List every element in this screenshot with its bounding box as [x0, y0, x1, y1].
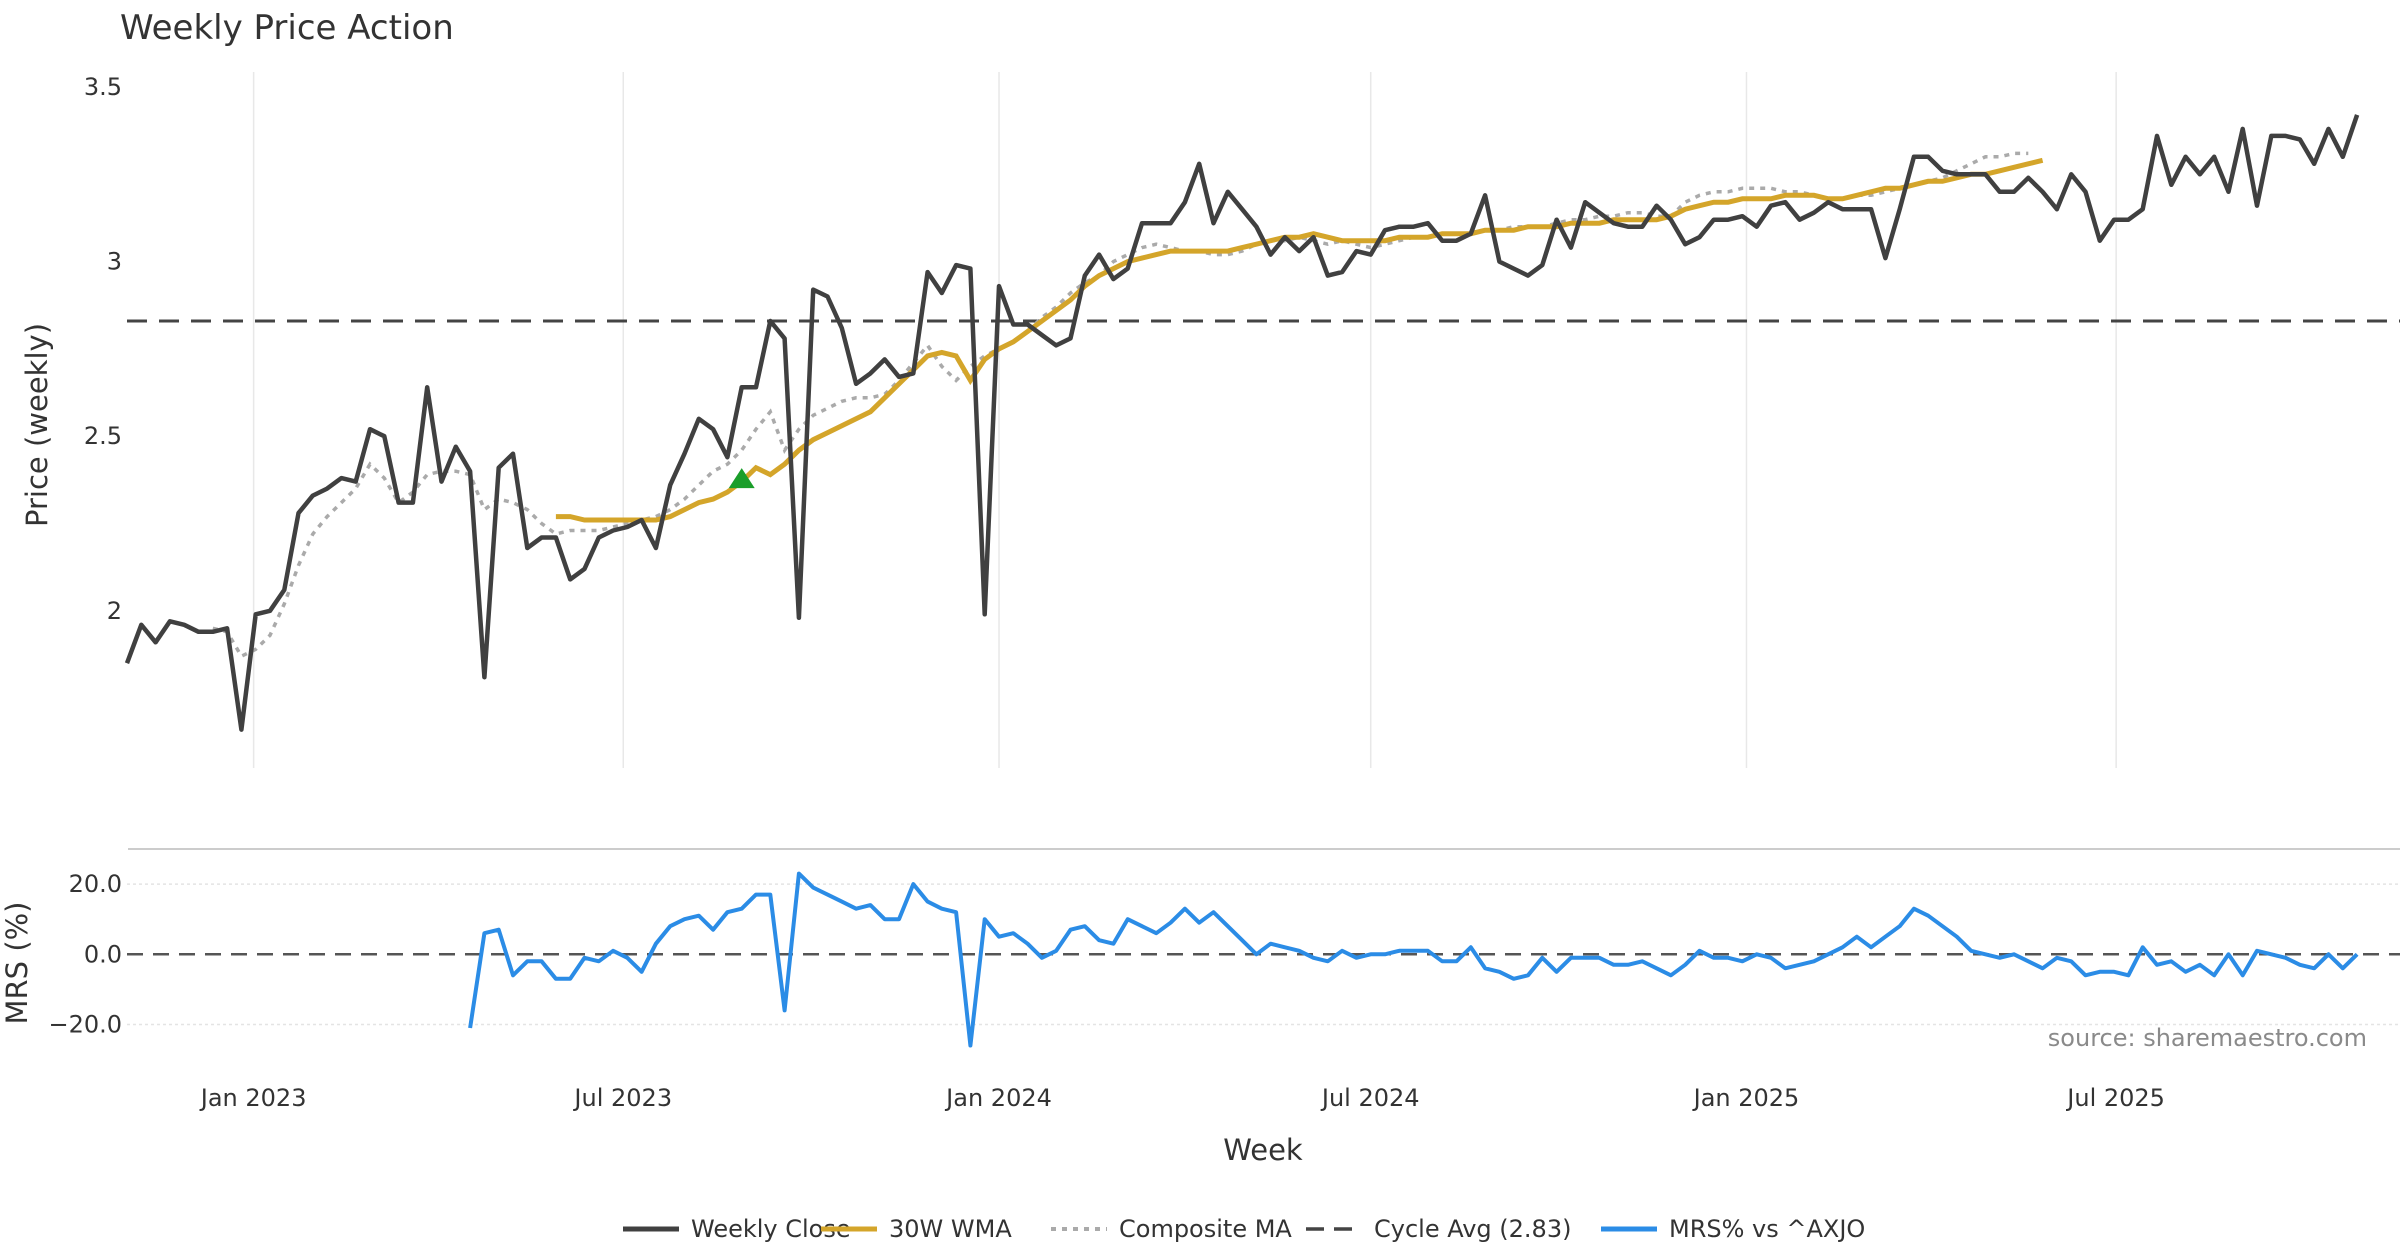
weekly-close-line [124, 114, 2360, 732]
lower-y-tick-labels: 20.0 0.0 −20.0 [48, 870, 122, 1038]
upper-y-axis-label: Price (weekly) [20, 323, 54, 527]
mrs-line [468, 871, 2359, 1048]
upper-vertical-grid [252, 72, 2117, 768]
upper-y-tick-label: 3 [107, 248, 122, 276]
x-tick-label: Jul 2024 [1320, 1084, 1420, 1112]
legend-item-wma: 30W WMA [821, 1215, 1012, 1243]
x-tick-label: Jan 2024 [944, 1084, 1052, 1112]
lower-y-tick-label: −20.0 [48, 1010, 122, 1038]
x-tick-labels: Jan 2023 Jul 2023 Jan 2024 Jul 2024 Jan 2025… [199, 1084, 2165, 1112]
upper-y-tick-label: 3.5 [84, 73, 122, 101]
legend-item-composite: Composite MA [1051, 1215, 1292, 1243]
upper-panel: 3.5 3 2.5 2 Price (weekly) [20, 72, 2400, 768]
x-tick-label: Jan 2023 [199, 1084, 307, 1112]
lower-panel: 20.0 0.0 −20.0 MRS (%) source: sharemaestr… [0, 848, 2400, 1052]
source-attribution: source: sharemaestro.com [2048, 1024, 2367, 1052]
legend-item-close: Weekly Close [623, 1215, 851, 1243]
legend-label: Cycle Avg (2.83) [1374, 1215, 1571, 1243]
x-axis-label: Week [1223, 1133, 1303, 1167]
lower-y-tick-label: 0.0 [84, 940, 122, 968]
chart-title: Weekly Price Action [120, 8, 454, 48]
wma-30w-line [555, 157, 2044, 523]
upper-y-tick-label: 2.5 [84, 422, 122, 450]
legend-item-cycle: Cycle Avg (2.83) [1306, 1215, 1571, 1243]
x-tick-label: Jan 2025 [1692, 1084, 1800, 1112]
lower-horizontal-grid [127, 883, 2400, 1026]
legend-label: MRS% vs ^AXJO [1669, 1215, 1865, 1243]
upper-y-tick-labels: 3.5 3 2.5 2 [84, 73, 122, 625]
lower-y-tick-label: 20.0 [69, 870, 122, 898]
x-tick-label: Jul 2023 [572, 1084, 672, 1112]
legend-label: Composite MA [1119, 1215, 1292, 1243]
x-tick-label: Jul 2025 [2065, 1084, 2165, 1112]
lower-y-axis-label: MRS (%) [0, 902, 34, 1025]
legend: Weekly Close 30W WMA Composite MA Cycle Avg… [623, 1215, 1865, 1243]
upper-y-tick-label: 2 [107, 597, 122, 625]
legend-label: 30W WMA [889, 1215, 1012, 1243]
buy-signal-triangle-marker [728, 468, 755, 489]
legend-item-mrs: MRS% vs ^AXJO [1601, 1215, 1865, 1243]
composite-ma-line [212, 151, 2029, 659]
